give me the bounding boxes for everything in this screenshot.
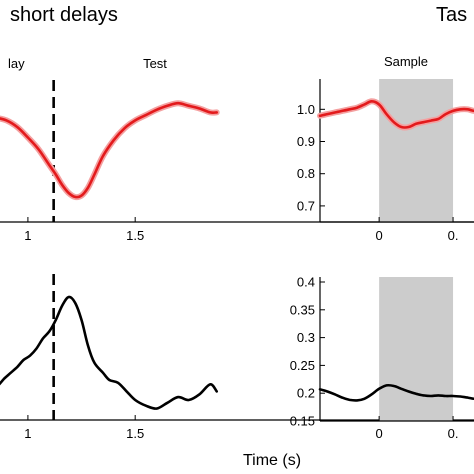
sample-period-shading [379, 277, 454, 421]
title-left: short delays [10, 4, 118, 26]
period-label-delay: lay [8, 56, 25, 71]
y-tick-label: 0.8 [297, 166, 315, 181]
sample-period-shading [379, 79, 454, 222]
series-line [0, 295, 218, 410]
y-tick-label: 0.25 [290, 358, 315, 373]
y-tick-label: 0.2 [297, 386, 315, 401]
x-tick-label: 0 [376, 228, 383, 243]
x-tick-label: 0. [448, 228, 459, 243]
x-tick-label: 1.5 [126, 426, 144, 441]
panel-top-right: Sample 0 0. 1.0 0.9 0.8 0.7 [297, 54, 474, 243]
y-tick-label: 0.4 [297, 275, 315, 290]
x-axis-label: Time (s) [243, 452, 301, 469]
series-line [318, 383, 474, 402]
x-tick-label: 0 [376, 426, 383, 441]
period-label-sample: Sample [384, 54, 428, 69]
x-tick-label: 1 [24, 228, 31, 243]
series-line [0, 101, 218, 199]
y-tick-label: 0.9 [297, 134, 315, 149]
x-tick-label: 1 [24, 426, 31, 441]
period-label-test: Test [143, 56, 167, 71]
x-tick-label: 1.5 [126, 228, 144, 243]
y-tick-label: 1.0 [297, 102, 315, 117]
panel-bottom-right: 0 0. 0.4 0.35 0.3 0.25 0.2 0.15 [290, 275, 474, 441]
y-tick-label: 0.15 [290, 414, 315, 429]
series-line [318, 100, 474, 129]
y-tick-label: 0.7 [297, 198, 315, 213]
x-tick-label: 0. [448, 426, 459, 441]
title-right: Tas [436, 4, 467, 26]
y-tick-label: 0.3 [297, 330, 315, 345]
y-tick-label: 0.35 [290, 302, 315, 317]
series-error-band [0, 100, 220, 201]
